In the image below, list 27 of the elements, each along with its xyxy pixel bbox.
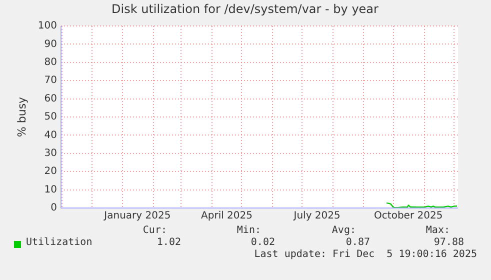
y-tick-label: 80: [44, 56, 57, 68]
y-tick-label: 90: [44, 38, 57, 50]
y-tick-label: 100: [38, 20, 57, 32]
y-axis-title: % busy: [15, 96, 28, 138]
chart-title: Disk utilization for /dev/system/var - by year: [112, 2, 379, 16]
text: 0.87: [346, 237, 370, 248]
y-tick-label: 60: [44, 93, 57, 104]
x-tick-label: April 2025: [201, 210, 252, 222]
text: 1.02: [156, 237, 181, 248]
text: Cur:: [142, 225, 167, 236]
text: Min:: [236, 225, 261, 236]
y-tick-label: 0: [50, 202, 57, 214]
text: 97.88: [434, 237, 464, 248]
y-tick-label: 10: [44, 184, 57, 196]
text: Last update: Fri Dec 5 19:00:16 2025: [254, 249, 477, 260]
y-tick-label: 30: [44, 148, 57, 159]
text: 0.02: [250, 237, 275, 248]
text: Avg:: [332, 225, 356, 236]
y-tick-label: 50: [44, 112, 57, 123]
legend-label: Utilization: [26, 237, 92, 248]
y-tick-label: 40: [44, 130, 57, 141]
x-tick-label: October 2025: [374, 210, 443, 222]
y-tick-label: 70: [44, 75, 57, 86]
text: Max:: [426, 225, 450, 236]
x-tick-label: July 2025: [292, 210, 340, 222]
x-tick-label: January 2025: [103, 210, 171, 222]
y-tick-label: 20: [44, 166, 57, 178]
